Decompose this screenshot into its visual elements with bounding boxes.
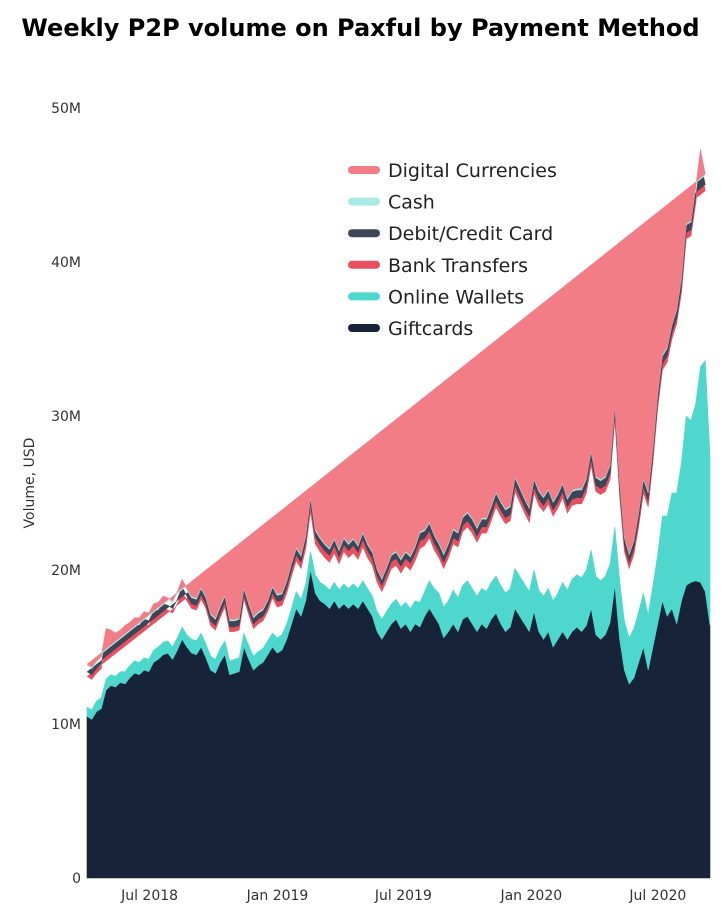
- legend-label: Debit/Credit Card: [388, 223, 553, 245]
- legend-swatch: [348, 197, 380, 206]
- legend-swatch: [348, 166, 380, 174]
- x-tick-label: Jan 2020: [499, 888, 562, 904]
- y-tick-label: 30M: [51, 409, 81, 425]
- x-tick-label: Jul 2018: [120, 888, 178, 904]
- y-tick-label: 50M: [51, 101, 81, 117]
- y-axis-title: Volume, USD: [22, 438, 38, 529]
- area-online-wallets: [86, 359, 711, 720]
- legend: Digital Currencies Cash Debit/Credit Card B…: [348, 160, 557, 340]
- x-tick-label: Jul 2020: [628, 888, 686, 904]
- axes-layer: 0 10M 20M 30M 40M 50M Jul 2018 Jan 2019 Jul 2019…: [22, 101, 686, 904]
- legend-label: Bank Transfers: [388, 255, 528, 277]
- legend-label: Online Wallets: [388, 286, 524, 308]
- y-tick-label: 10M: [51, 717, 81, 733]
- area-digital-currencies: [86, 149, 706, 668]
- legend-swatch: [348, 260, 380, 269]
- y-tick-label: 40M: [51, 255, 81, 271]
- legend-swatch: [348, 324, 380, 332]
- legend-label: Cash: [388, 192, 435, 214]
- legend-swatch: [348, 229, 380, 238]
- areas-layer: [86, 149, 711, 879]
- legend-swatch: [348, 292, 380, 301]
- y-tick-label: 0: [72, 871, 81, 887]
- y-tick-label: 20M: [51, 563, 81, 579]
- legend-label: Digital Currencies: [388, 160, 557, 182]
- x-tick-label: Jul 2019: [374, 888, 432, 904]
- legend-label: Giftcards: [388, 318, 473, 340]
- chart-title: Weekly P2P volume on Paxful by Payment M…: [21, 14, 700, 42]
- x-tick-label: Jan 2019: [246, 888, 309, 904]
